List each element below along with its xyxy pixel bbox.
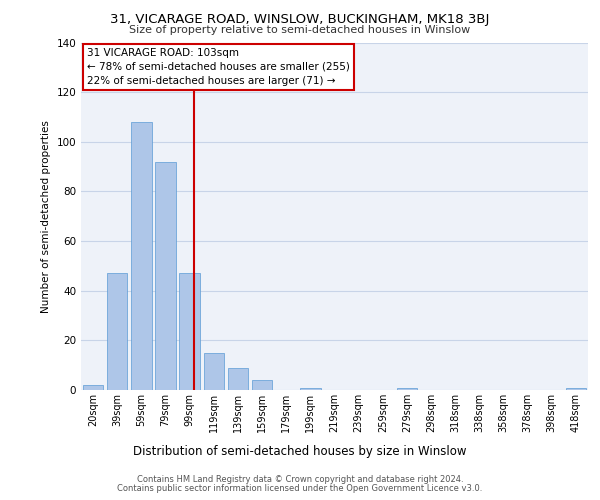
Bar — [252, 380, 272, 390]
Bar — [107, 274, 127, 390]
Bar — [397, 388, 417, 390]
Text: Contains public sector information licensed under the Open Government Licence v3: Contains public sector information licen… — [118, 484, 482, 493]
Bar — [566, 388, 586, 390]
Text: 31 VICARAGE ROAD: 103sqm
← 78% of semi-detached houses are smaller (255)
22% of : 31 VICARAGE ROAD: 103sqm ← 78% of semi-d… — [87, 48, 350, 86]
Bar — [131, 122, 152, 390]
Text: 31, VICARAGE ROAD, WINSLOW, BUCKINGHAM, MK18 3BJ: 31, VICARAGE ROAD, WINSLOW, BUCKINGHAM, … — [110, 12, 490, 26]
Bar — [179, 274, 200, 390]
Text: Contains HM Land Registry data © Crown copyright and database right 2024.: Contains HM Land Registry data © Crown c… — [137, 475, 463, 484]
Bar — [155, 162, 176, 390]
Bar — [227, 368, 248, 390]
Y-axis label: Number of semi-detached properties: Number of semi-detached properties — [41, 120, 51, 312]
Text: Size of property relative to semi-detached houses in Winslow: Size of property relative to semi-detach… — [130, 25, 470, 35]
Bar — [83, 385, 103, 390]
Bar — [300, 388, 320, 390]
Text: Distribution of semi-detached houses by size in Winslow: Distribution of semi-detached houses by … — [133, 444, 467, 458]
Bar — [203, 353, 224, 390]
